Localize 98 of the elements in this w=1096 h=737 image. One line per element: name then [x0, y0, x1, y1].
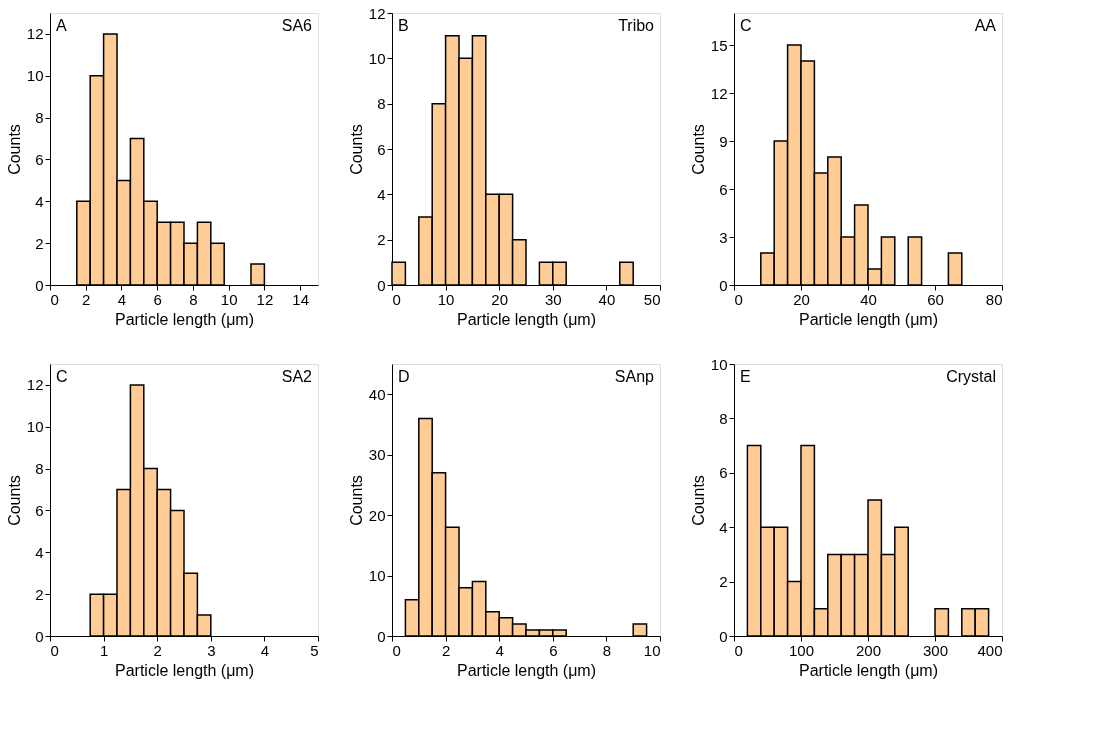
- y-tick-label: 0: [377, 627, 386, 645]
- x-tick-label: 12: [256, 290, 274, 308]
- x-tick-label: 0: [50, 290, 59, 308]
- y-tick-label: 6: [377, 140, 386, 158]
- y-tick-label: 10: [26, 418, 44, 436]
- y-tick-label: 6: [719, 180, 728, 198]
- x-tick-label: 30: [544, 290, 562, 308]
- y-axis-title: Counts: [689, 475, 707, 526]
- x-tick-label: 14: [292, 290, 309, 308]
- annotation: AA: [974, 17, 997, 34]
- y-tick-label: 12: [710, 84, 728, 102]
- y-tick-label: 6: [35, 150, 44, 168]
- x-tick-label: 4: [260, 641, 270, 659]
- y-tick-label: 8: [719, 409, 728, 427]
- y-tick-label: 10: [368, 567, 386, 585]
- y-tick-label: 4: [719, 518, 728, 536]
- x-tick-label: 4: [117, 290, 127, 308]
- x-tick-label: 2: [82, 290, 91, 308]
- y-tick-label: 10: [368, 49, 386, 67]
- annotation: C: [56, 368, 68, 385]
- x-tick-label: 60: [927, 290, 944, 308]
- y-axis-title: Counts: [5, 475, 23, 526]
- y-axis-title: Counts: [347, 475, 365, 526]
- x-tick-label: 10: [437, 290, 455, 308]
- y-tick-label: 2: [719, 573, 728, 591]
- y-tick-label: 30: [368, 446, 386, 464]
- y-tick-label: 12: [26, 376, 44, 394]
- y-tick-label: 0: [719, 627, 728, 645]
- x-tick-label: 6: [549, 641, 558, 659]
- x-tick-label: 40: [860, 290, 877, 308]
- x-tick-label: 10: [220, 290, 238, 308]
- x-tick-label: 8: [602, 641, 612, 659]
- x-tick-label: 10: [643, 641, 661, 659]
- y-tick-label: 12: [368, 4, 386, 22]
- x-tick-label: 0: [392, 290, 401, 308]
- y-tick-label: 4: [377, 185, 386, 203]
- x-tick-label: 80: [985, 290, 1003, 308]
- x-tick-label: 0: [50, 641, 59, 659]
- x-axis-title: Particle length (μm): [114, 661, 255, 679]
- y-tick-label: 12: [26, 25, 44, 43]
- y-tick-label: 3: [719, 228, 728, 246]
- x-tick-label: 0: [734, 641, 743, 659]
- annotation: Tribo: [618, 17, 655, 34]
- y-tick-label: 0: [719, 276, 728, 294]
- y-tick-label: 8: [35, 109, 44, 127]
- y-tick-label: 6: [35, 501, 44, 519]
- y-tick-label: 8: [35, 460, 44, 478]
- y-tick-label: 0: [35, 276, 44, 294]
- x-tick-label: 20: [491, 290, 509, 308]
- annotation: B: [398, 17, 409, 34]
- x-tick-label: 6: [153, 290, 162, 308]
- y-axis-title: Counts: [689, 124, 707, 175]
- x-tick-label: 3: [207, 641, 216, 659]
- y-tick-label: 6: [719, 464, 728, 482]
- y-tick-label: 2: [35, 585, 44, 603]
- x-tick-label: 200: [855, 641, 882, 659]
- x-tick-label: 300: [922, 641, 949, 659]
- annotation: SA6: [281, 17, 313, 34]
- x-tick-label: 20: [793, 290, 810, 308]
- x-axis-title: Particle length (μm): [456, 310, 597, 328]
- x-axis-title: Particle length (μm): [798, 310, 939, 328]
- x-tick-label: 5: [310, 641, 319, 659]
- y-tick-label: 9: [719, 132, 728, 150]
- y-tick-label: 8: [377, 95, 386, 113]
- y-tick-label: 2: [35, 234, 44, 252]
- y-tick-label: 10: [26, 67, 44, 85]
- x-axis-title: Particle length (μm): [456, 661, 597, 679]
- y-tick-label: 4: [35, 543, 44, 561]
- x-tick-label: 0: [392, 641, 401, 659]
- x-tick-label: 2: [441, 641, 451, 659]
- y-tick-label: 0: [377, 276, 386, 294]
- x-tick-label: 40: [598, 290, 616, 308]
- x-axis-title: Particle length (μm): [114, 310, 255, 328]
- x-tick-label: 50: [643, 290, 661, 308]
- annotation: SA2: [281, 368, 313, 385]
- x-tick-label: 400: [977, 641, 1003, 659]
- y-tick-label: 15: [710, 36, 728, 54]
- y-axis-title: Counts: [5, 124, 23, 175]
- annotation: E: [740, 368, 751, 385]
- annotation: Crystal: [946, 368, 996, 385]
- annotation: C: [740, 17, 752, 34]
- annotation: A: [56, 17, 67, 34]
- y-tick-label: 40: [368, 385, 386, 403]
- x-tick-label: 1: [99, 641, 109, 659]
- x-tick-label: 0: [734, 290, 743, 308]
- y-tick-label: 10: [710, 355, 728, 373]
- y-tick-label: 0: [35, 627, 44, 645]
- x-tick-label: 100: [788, 641, 815, 659]
- annotation: SAnp: [614, 368, 655, 385]
- y-tick-label: 20: [368, 506, 386, 524]
- x-tick-label: 4: [495, 641, 504, 659]
- x-tick-label: 8: [189, 290, 198, 308]
- y-tick-label: 4: [35, 192, 44, 210]
- x-axis-title: Particle length (μm): [798, 661, 939, 679]
- y-axis-title: Counts: [347, 124, 365, 175]
- annotation: D: [398, 368, 410, 385]
- x-tick-label: 2: [153, 641, 162, 659]
- y-tick-label: 2: [377, 231, 386, 249]
